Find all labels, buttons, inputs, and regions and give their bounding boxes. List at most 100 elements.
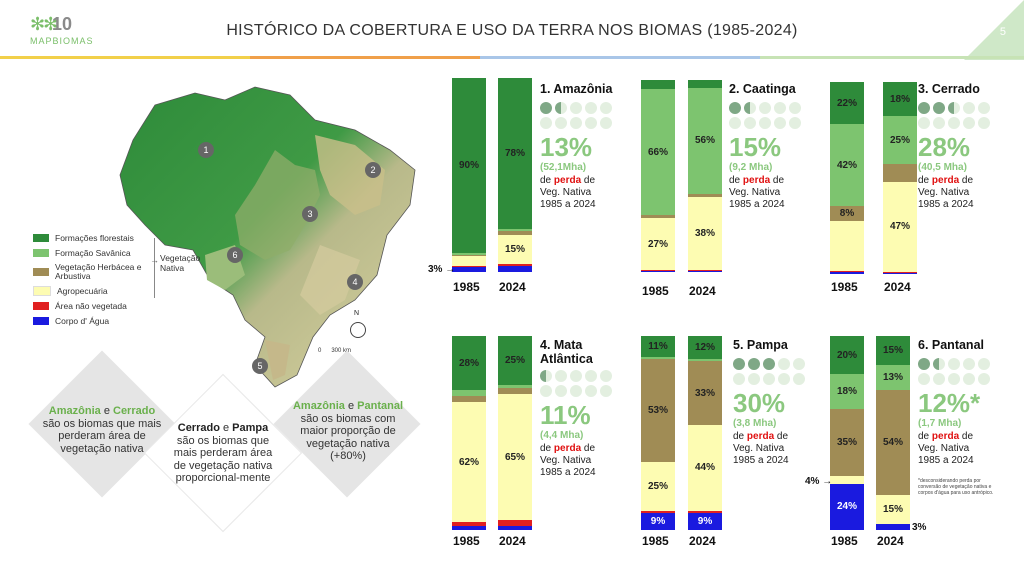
dot-icon xyxy=(555,117,567,129)
dot-icon xyxy=(585,117,597,129)
diamond-text-3: Amazônia e Pantanal são os biomas com ma… xyxy=(292,400,404,462)
bar-segment xyxy=(830,476,864,484)
dot-icon xyxy=(600,370,612,382)
year-label: 1985 xyxy=(453,280,480,294)
dot-icon xyxy=(744,117,756,129)
desc-suffix: de Veg. Nativa 1985 a 2024 xyxy=(729,175,785,210)
bar-segment: 11% xyxy=(641,336,675,358)
dot-icon xyxy=(963,358,975,370)
dot-icon xyxy=(733,373,745,385)
biome-title: 6. Pantanal xyxy=(918,338,984,352)
bar-segment: 54% xyxy=(876,390,910,496)
footnote: *desconsiderando perda por conversão de … xyxy=(918,478,994,496)
bar-segment xyxy=(641,214,675,219)
dot-icon xyxy=(789,117,801,129)
biome-title: 4. Mata Atlântica xyxy=(540,338,593,366)
diamond-text-2: Cerrado e Pampa são os biomas que mais p… xyxy=(173,422,273,484)
bar-segment xyxy=(688,193,722,198)
bar-segment: 33% xyxy=(688,361,722,426)
desc-prefix: de xyxy=(918,431,932,442)
bar-segment xyxy=(498,526,532,530)
bar-segment: 65% xyxy=(498,394,532,521)
bar-segment: 12% xyxy=(688,336,722,360)
dot-icon xyxy=(978,117,990,129)
bar-segment xyxy=(498,388,532,395)
dot-icon xyxy=(540,102,552,114)
desc-loss-word: perda xyxy=(553,443,582,454)
bar-segment: 42% xyxy=(830,124,864,206)
dot-icon xyxy=(763,358,775,370)
year-label: 2024 xyxy=(499,534,526,548)
desc-prefix: de xyxy=(729,175,743,186)
dot-icon xyxy=(748,358,760,370)
bar-segment: 35% xyxy=(830,408,864,477)
year-label: 1985 xyxy=(642,534,669,548)
bar-segment: 24% xyxy=(830,483,864,530)
map-marker-3: 3 xyxy=(302,206,318,222)
bar-segment xyxy=(641,270,675,272)
biome-title: 3. Cerrado xyxy=(918,82,980,96)
bar-segment xyxy=(883,164,917,182)
dot-icon xyxy=(793,358,805,370)
header-divider-orange xyxy=(250,56,480,59)
dot-icon xyxy=(778,373,790,385)
bar-segment xyxy=(498,266,532,272)
dot-icon xyxy=(918,117,930,129)
loss-dots xyxy=(733,358,819,385)
map-marker-2: 2 xyxy=(365,162,381,178)
bar-segment xyxy=(452,256,486,267)
bar-segment xyxy=(688,270,722,272)
bar-segment: 38% xyxy=(688,197,722,270)
legend-item: Área não vegetada xyxy=(33,300,143,312)
dot-icon xyxy=(933,373,945,385)
callout-label: 4% → xyxy=(805,476,833,487)
dot-icon xyxy=(729,117,741,129)
bar-segment: 25% xyxy=(883,116,917,165)
dot-icon xyxy=(744,102,756,114)
dot-icon xyxy=(774,102,786,114)
dot-icon xyxy=(759,102,771,114)
page-number: 5 xyxy=(999,26,1006,38)
page-title: HISTÓRICO DA COBERTURA E USO DA TERRA NO… xyxy=(226,22,798,39)
bar-segment xyxy=(688,359,722,362)
mapbiomas-logo: ✻✻ 10 MAPBIOMAS xyxy=(30,14,93,54)
desc-suffix: de Veg. Nativa 1985 a 2024 xyxy=(540,443,596,478)
bar-segment xyxy=(641,269,675,271)
bar-segment xyxy=(498,384,532,389)
north-label: N xyxy=(354,310,360,317)
dot-icon xyxy=(733,358,745,370)
loss-area: (3,8 Mha) xyxy=(733,418,777,429)
bar-segment xyxy=(452,266,486,268)
bar-segment xyxy=(498,264,532,267)
loss-dots xyxy=(918,102,1004,129)
bar-segment: 90% xyxy=(452,78,486,253)
loss-area: (1,7 Mha) xyxy=(918,418,962,429)
dot-icon xyxy=(555,370,567,382)
bar-segment: 20% xyxy=(830,336,864,375)
dot-icon xyxy=(778,358,790,370)
bar-segment xyxy=(830,271,864,273)
dot-icon xyxy=(555,102,567,114)
bar-segment: 66% xyxy=(641,89,675,215)
desc-suffix: de Veg. Nativa 1985 a 2024 xyxy=(918,431,974,466)
dot-icon xyxy=(555,385,567,397)
legend-item: Vegetação Herbácea e Arbustiva xyxy=(33,262,143,282)
callout-label: 3% xyxy=(912,522,927,533)
header-divider-yellow xyxy=(0,56,250,59)
stacked-bar: 28% 62% xyxy=(452,336,486,530)
desc-suffix: de Veg. Nativa 1985 a 2024 xyxy=(733,431,789,466)
loss-dots xyxy=(540,370,626,397)
bar-segment xyxy=(641,80,675,90)
bar-segment xyxy=(688,269,722,271)
stacked-bar: 20% 18% 35% 24% xyxy=(830,336,864,530)
dot-icon xyxy=(948,373,960,385)
dot-icon xyxy=(570,102,582,114)
desc-prefix: de xyxy=(540,175,554,186)
desc-suffix: de Veg. Nativa 1985 a 2024 xyxy=(540,175,596,210)
legend-brace xyxy=(148,238,155,298)
native-vegetation-label: Vegetação Nativa xyxy=(160,253,201,273)
dot-icon xyxy=(570,385,582,397)
dot-icon xyxy=(759,117,771,129)
dot-icon xyxy=(933,358,945,370)
stacked-bar: 56% 38% xyxy=(688,80,722,272)
